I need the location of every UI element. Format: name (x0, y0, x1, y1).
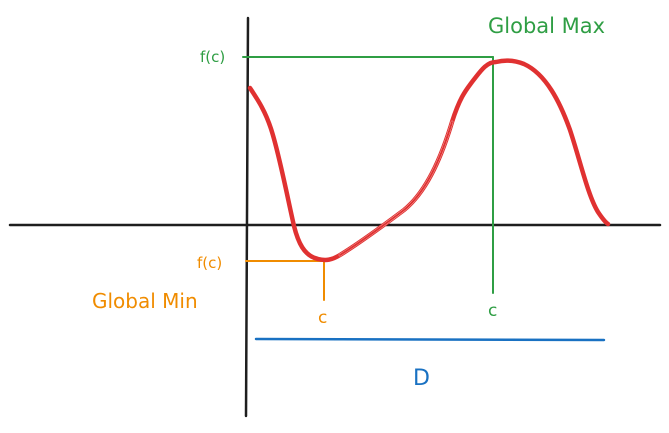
global-max-label: Global Max (488, 14, 605, 38)
global-min-label: Global Min (92, 289, 198, 313)
function-curve-thin-segment (338, 120, 454, 257)
domain-label: D (413, 366, 430, 391)
y-axis (244, 16, 250, 418)
max-fc-label: f(c) (200, 48, 225, 66)
function-curve (247, 58, 611, 263)
max-c-label: c (488, 301, 497, 321)
min-c-label: c (318, 308, 327, 328)
min-fc-label: f(c) (197, 254, 222, 272)
domain-bar (254, 337, 606, 342)
function-curve-thin-overlay (339, 121, 453, 256)
